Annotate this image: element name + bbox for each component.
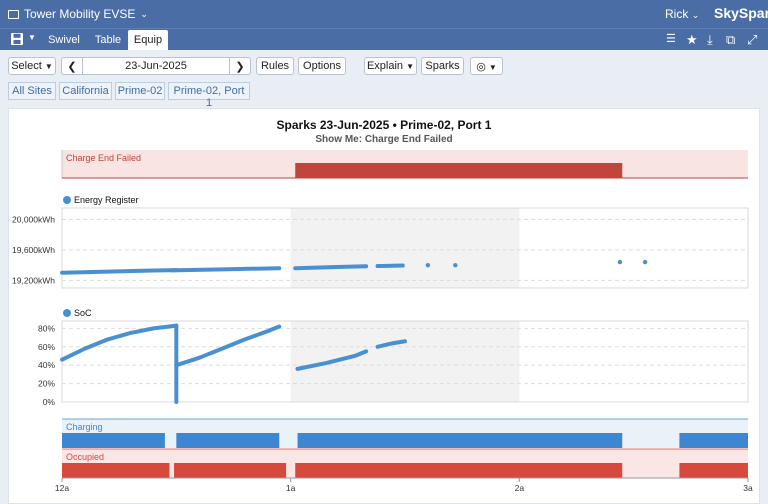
charging-interval <box>62 433 165 448</box>
view-tabbar: ▼ Swivel Table Equip ☰ ★ ⤓ ⧉ ⤢ <box>0 28 768 51</box>
charging-label: Charging <box>66 422 103 432</box>
tab-swivel[interactable]: Swivel <box>48 34 80 46</box>
user-menu[interactable]: Rick ⌄ <box>665 7 699 21</box>
x-tick-label: 12a <box>55 483 69 493</box>
user-name: Rick <box>665 7 689 21</box>
select-label: Select <box>11 60 42 72</box>
options-button[interactable]: Options <box>298 57 346 75</box>
charging-interval <box>176 433 280 448</box>
energy-point <box>425 262 431 268</box>
highlight-band <box>290 208 520 288</box>
sparks-button[interactable]: Sparks <box>421 57 464 75</box>
chevron-down-icon: ⌄ <box>140 8 148 19</box>
copy-icon[interactable]: ⧉ <box>726 32 736 47</box>
soc-legend-dot <box>63 309 71 317</box>
occupied-interval <box>295 463 623 478</box>
breadcrumb-california[interactable]: California <box>59 82 112 100</box>
soc-tick-label: 0% <box>43 397 56 407</box>
monitor-icon <box>8 9 19 19</box>
charging-interval <box>297 433 623 448</box>
energy-tick-label: 19,600kWh <box>12 245 55 255</box>
chevron-left-icon: ❮ <box>67 61 77 73</box>
energy-series-line <box>60 268 179 275</box>
caret-down-icon[interactable]: ▼ <box>28 33 36 42</box>
x-tick-label: 1a <box>286 483 296 493</box>
next-date-button[interactable]: ❯ <box>229 57 251 75</box>
energy-legend-dot <box>63 196 71 204</box>
soc-series-line <box>375 339 407 349</box>
tab-equip[interactable]: Equip <box>128 30 168 51</box>
charging-interval <box>679 433 748 448</box>
energy-tick-label: 19,200kWh <box>12 275 55 285</box>
date-field[interactable]: 23-Jun-2025 <box>83 57 229 75</box>
soc-tick-label: 60% <box>38 342 55 352</box>
x-tick-label: 3a <box>743 483 753 493</box>
breadcrumb: All Sites California Prime-02 Prime-02, … <box>0 82 768 109</box>
explain-dropdown[interactable]: Explain ▼ <box>364 57 417 75</box>
list-icon[interactable]: ☰ <box>666 33 676 45</box>
soc-series-line <box>174 324 282 368</box>
energy-frame <box>61 207 749 289</box>
target-dropdown[interactable]: ◎ ▼ <box>470 57 503 75</box>
rules-button[interactable]: Rules <box>256 57 294 75</box>
caret-down-icon: ▼ <box>406 62 415 71</box>
soc-series-line <box>60 323 179 362</box>
app-title-menu[interactable]: Tower Mobility EVSE ⌄ <box>8 7 148 21</box>
breadcrumb-prime-02[interactable]: Prime-02 <box>115 82 165 100</box>
occupied-interval <box>679 463 748 478</box>
chevron-down-icon: ⌄ <box>691 10 700 20</box>
fullscreen-icon[interactable]: ⤢ <box>747 32 758 47</box>
app-header: Tower Mobility EVSE ⌄ Rick ⌄ SkySpark <box>0 0 768 28</box>
x-tick-label: 2a <box>515 483 525 493</box>
tab-table[interactable]: Table <box>94 34 122 46</box>
app-title: Tower Mobility EVSE <box>24 7 136 21</box>
toolbar: Select ▼ ❮ 23-Jun-2025 ❯ Rules Options E… <box>0 50 768 82</box>
soc-series-line <box>295 349 369 371</box>
caret-down-icon: ▼ <box>488 63 497 72</box>
energy-point <box>642 259 648 265</box>
save-icon[interactable] <box>10 32 24 49</box>
energy-point <box>453 262 458 268</box>
energy-point <box>617 259 623 265</box>
soc-tick-label: 80% <box>38 323 55 333</box>
download-icon[interactable]: ⤓ <box>707 32 713 47</box>
energy-series-line <box>293 264 369 271</box>
chevron-right-icon: ❯ <box>235 61 245 73</box>
occupied-interval <box>174 463 287 478</box>
energy-tick-label: 20,000kWh <box>12 214 55 224</box>
soc-tick-label: 20% <box>38 379 55 389</box>
brand-logo: SkySpark <box>714 5 768 21</box>
soc-tick-label: 40% <box>38 360 55 370</box>
soc-legend-label: SoC <box>74 308 92 318</box>
spark-interval <box>295 163 623 178</box>
breadcrumb-all-sites[interactable]: All Sites <box>8 82 56 100</box>
breadcrumb-port[interactable]: Prime-02, Port 1 <box>168 82 250 109</box>
energy-legend-label: Energy Register <box>74 195 139 205</box>
occupied-interval <box>62 463 170 478</box>
caret-down-icon: ▼ <box>44 62 53 71</box>
select-dropdown[interactable]: Select ▼ <box>8 57 56 75</box>
spark-label: Charge End Failed <box>66 153 141 163</box>
prev-date-button[interactable]: ❮ <box>61 57 83 75</box>
energy-series-line <box>169 266 282 273</box>
target-icon: ◎ <box>476 61 486 73</box>
energy-series-line <box>375 263 405 269</box>
chart-title: Sparks 23-Jun-2025 • Prime-02, Port 1 <box>276 118 492 132</box>
occupied-label: Occupied <box>66 452 104 462</box>
explain-label: Explain <box>366 60 404 72</box>
star-icon[interactable]: ★ <box>686 32 698 47</box>
chart-subtitle: Show Me: Charge End Failed <box>315 134 453 145</box>
